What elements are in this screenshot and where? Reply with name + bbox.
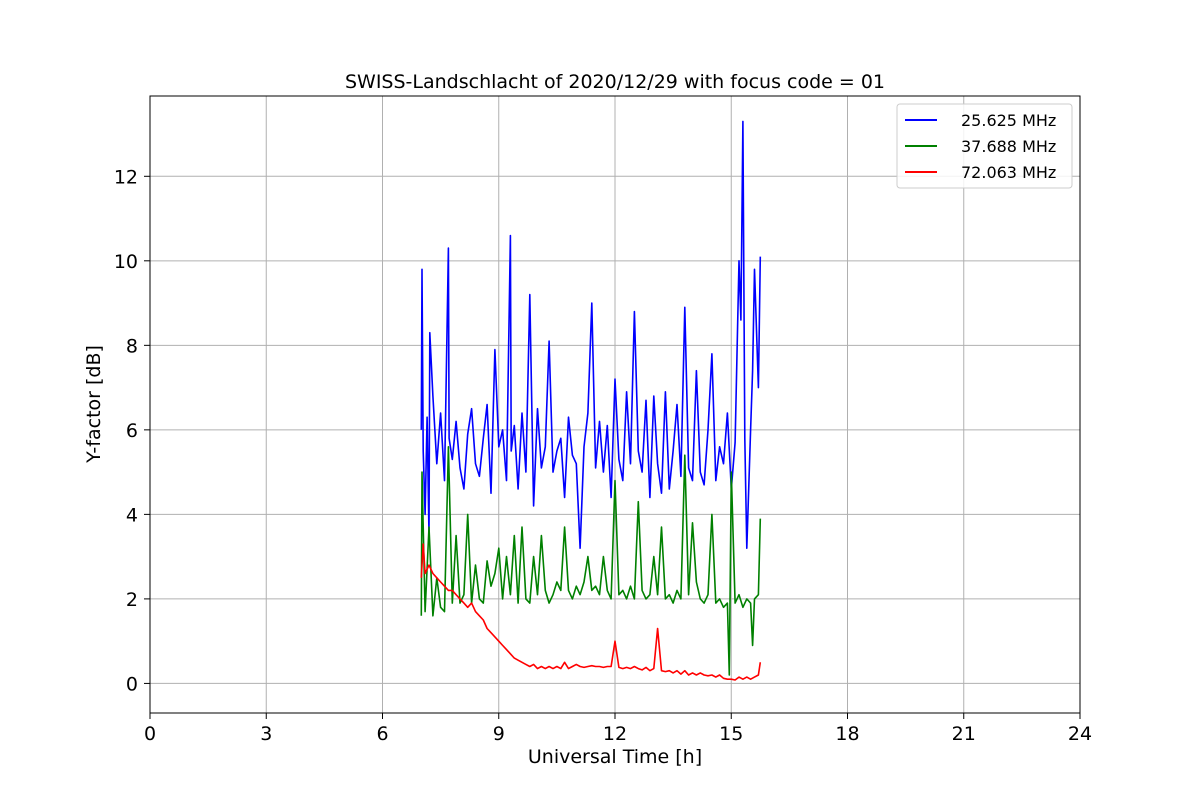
series-line-2 <box>420 543 762 681</box>
y-tick-label: 4 <box>126 504 138 526</box>
x-tick-label: 18 <box>835 723 859 745</box>
legend-label: 37.688 MHz <box>961 137 1056 156</box>
y-tick-label: 6 <box>126 420 138 442</box>
y-tick-label: 8 <box>126 335 138 357</box>
y-tick-label: 0 <box>126 673 138 695</box>
y-axis-label: Y-factor [dB] <box>83 345 105 464</box>
x-tick-label: 21 <box>952 723 976 745</box>
series-group <box>420 120 762 681</box>
y-tick-label: 12 <box>114 166 138 188</box>
x-tick-label: 24 <box>1068 723 1092 745</box>
x-tick-label: 9 <box>493 723 505 745</box>
x-axis-label: Universal Time [h] <box>528 746 702 768</box>
series-line-1 <box>420 445 762 676</box>
legend-label: 25.625 MHz <box>961 111 1056 130</box>
grid <box>149 96 1081 713</box>
legend-box <box>896 103 1073 189</box>
y-tick-label: 2 <box>126 589 138 611</box>
x-tick-label: 6 <box>376 723 388 745</box>
chart-title: SWISS-Landschlacht of 2020/12/29 with fo… <box>345 71 885 93</box>
x-tick-label: 15 <box>719 723 743 745</box>
legend-label: 72.063 MHz <box>961 163 1056 182</box>
x-tick-label: 12 <box>603 723 627 745</box>
x-tick-label: 3 <box>260 723 272 745</box>
y-tick-label: 10 <box>114 251 138 273</box>
legend: 25.625 MHz 37.688 MHz 72.063 MHz <box>896 103 1073 189</box>
series-line-0 <box>420 120 762 550</box>
x-tick-label: 0 <box>144 723 156 745</box>
